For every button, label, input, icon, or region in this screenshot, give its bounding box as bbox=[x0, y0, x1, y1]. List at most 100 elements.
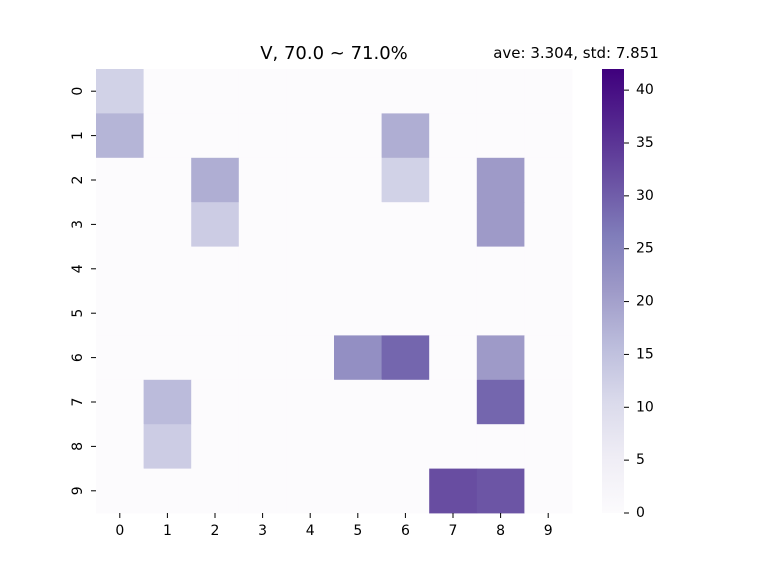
heatmap-cell-0-7 bbox=[429, 69, 478, 114]
heatmap-cell-3-4 bbox=[286, 202, 335, 247]
heatmap-cell-2-0 bbox=[96, 157, 144, 203]
heatmap-cell-8-8 bbox=[476, 424, 525, 469]
heatmap-cell-7-5 bbox=[334, 379, 382, 425]
heatmap-cell-3-1 bbox=[143, 202, 192, 247]
heatmap-cell-1-0 bbox=[96, 113, 144, 159]
colorbar-tick-label: 15 bbox=[636, 346, 654, 362]
heatmap-cell-4-1 bbox=[143, 246, 192, 292]
heatmap-cell-2-9 bbox=[524, 157, 573, 203]
stats-label: ave: 3.304, std: 7.851 bbox=[493, 44, 659, 62]
colorbar-tick-label: 20 bbox=[636, 294, 654, 310]
heatmap-cell-2-3 bbox=[238, 157, 287, 203]
heatmap-cell-2-1 bbox=[143, 157, 192, 203]
heatmap-cell-2-2 bbox=[191, 157, 240, 203]
chart-title: V, 70.0 ~ 71.0% bbox=[260, 43, 408, 64]
heatmap-cell-1-1 bbox=[143, 113, 192, 159]
heatmap-cell-9-4 bbox=[286, 468, 335, 514]
y-tick-label: 3 bbox=[70, 220, 86, 229]
heatmap-cell-6-7 bbox=[429, 335, 478, 381]
x-tick-label: 5 bbox=[353, 523, 362, 539]
heatmap-cell-9-3 bbox=[238, 468, 287, 514]
heatmap-cell-8-0 bbox=[96, 424, 144, 469]
heatmap-cell-7-7 bbox=[429, 379, 478, 425]
heatmap-cell-2-4 bbox=[286, 157, 335, 203]
y-axis-ticks: 0 1 2 3 4 5 6 7 8 9 bbox=[70, 87, 96, 495]
heatmap-cell-4-9 bbox=[524, 246, 573, 292]
colorbar-tick-label: 25 bbox=[636, 241, 654, 257]
y-tick-label: 7 bbox=[70, 398, 86, 407]
colorbar-tick-label: 30 bbox=[636, 188, 654, 204]
heatmap-cell-7-1 bbox=[143, 379, 192, 425]
heatmap-cell-3-6 bbox=[381, 202, 430, 247]
y-tick-label: 6 bbox=[70, 353, 86, 362]
heatmap-cell-0-0 bbox=[96, 69, 144, 114]
heatmap-cell-8-4 bbox=[286, 424, 335, 469]
heatmap-cell-8-7 bbox=[429, 424, 478, 469]
heatmap-cell-8-3 bbox=[238, 424, 287, 469]
heatmap-cell-4-2 bbox=[191, 246, 240, 292]
heatmap-cell-5-2 bbox=[191, 291, 240, 336]
heatmap-cell-0-1 bbox=[143, 69, 192, 114]
y-tick-label: 8 bbox=[70, 442, 86, 451]
heatmap-cell-1-8 bbox=[476, 113, 525, 159]
heatmap-cell-4-4 bbox=[286, 246, 335, 292]
heatmap-cell-7-8 bbox=[476, 379, 525, 425]
heatmap-cell-7-2 bbox=[191, 379, 240, 425]
heatmap-cell-0-4 bbox=[286, 69, 335, 114]
heatmap-cell-3-7 bbox=[429, 202, 478, 247]
y-tick-label: 1 bbox=[70, 131, 86, 140]
x-tick-label: 0 bbox=[115, 523, 124, 539]
heatmap-cell-0-9 bbox=[524, 69, 573, 114]
heatmap-cell-7-9 bbox=[524, 379, 573, 425]
x-axis-ticks: 0 1 2 3 4 5 6 7 8 9 bbox=[115, 513, 553, 539]
heatmap-cell-3-0 bbox=[96, 202, 144, 247]
heatmap-cell-4-7 bbox=[429, 246, 478, 292]
heatmap-cell-8-1 bbox=[143, 424, 192, 469]
heatmap-cell-1-9 bbox=[524, 113, 573, 159]
colorbar-tick-label: 35 bbox=[636, 135, 654, 151]
heatmap-cell-0-2 bbox=[191, 69, 240, 114]
heatmap-cell-7-0 bbox=[96, 379, 144, 425]
heatmap-cell-6-8 bbox=[476, 335, 525, 381]
heatmap-cell-9-7 bbox=[429, 468, 478, 514]
y-tick-label: 0 bbox=[70, 87, 86, 96]
heatmap-cell-4-6 bbox=[381, 246, 430, 292]
heatmap-cell-0-5 bbox=[334, 69, 382, 114]
heatmap-cell-6-3 bbox=[238, 335, 287, 381]
heatmap-cell-2-6 bbox=[381, 157, 430, 203]
heatmap-cell-0-6 bbox=[381, 69, 430, 114]
heatmap-cell-1-6 bbox=[381, 113, 430, 159]
heatmap-cell-5-3 bbox=[238, 291, 287, 336]
x-tick-label: 6 bbox=[401, 523, 410, 539]
heatmap-cell-6-4 bbox=[286, 335, 335, 381]
heatmap-cell-9-5 bbox=[334, 468, 382, 514]
heatmap-cell-6-9 bbox=[524, 335, 573, 381]
heatmap-cell-9-1 bbox=[143, 468, 192, 514]
colorbar-tick-label: 0 bbox=[636, 505, 645, 521]
heatmap-cell-6-5 bbox=[334, 335, 382, 381]
y-tick-label: 4 bbox=[70, 264, 86, 273]
heatmap-cells bbox=[96, 69, 573, 514]
y-tick-label: 9 bbox=[70, 486, 86, 495]
x-tick-label: 8 bbox=[496, 523, 505, 539]
heatmap-cell-9-2 bbox=[191, 468, 240, 514]
heatmap-cell-1-4 bbox=[286, 113, 335, 159]
x-tick-label: 1 bbox=[163, 523, 172, 539]
heatmap-cell-6-0 bbox=[96, 335, 144, 381]
y-tick-label: 5 bbox=[70, 309, 86, 318]
heatmap-cell-5-6 bbox=[381, 291, 430, 336]
heatmap-cell-7-6 bbox=[381, 379, 430, 425]
colorbar-gradient bbox=[602, 69, 624, 513]
heatmap-cell-5-4 bbox=[286, 291, 335, 336]
heatmap-cell-0-3 bbox=[238, 69, 287, 114]
heatmap-cell-4-3 bbox=[238, 246, 287, 292]
heatmap-cell-5-0 bbox=[96, 291, 144, 336]
colorbar-tick-label: 5 bbox=[636, 452, 645, 468]
heatmap-cell-9-6 bbox=[381, 468, 430, 514]
heatmap-cell-0-8 bbox=[476, 69, 525, 114]
x-tick-label: 2 bbox=[211, 523, 220, 539]
heatmap-cell-3-9 bbox=[524, 202, 573, 247]
heatmap-cell-4-0 bbox=[96, 246, 144, 292]
